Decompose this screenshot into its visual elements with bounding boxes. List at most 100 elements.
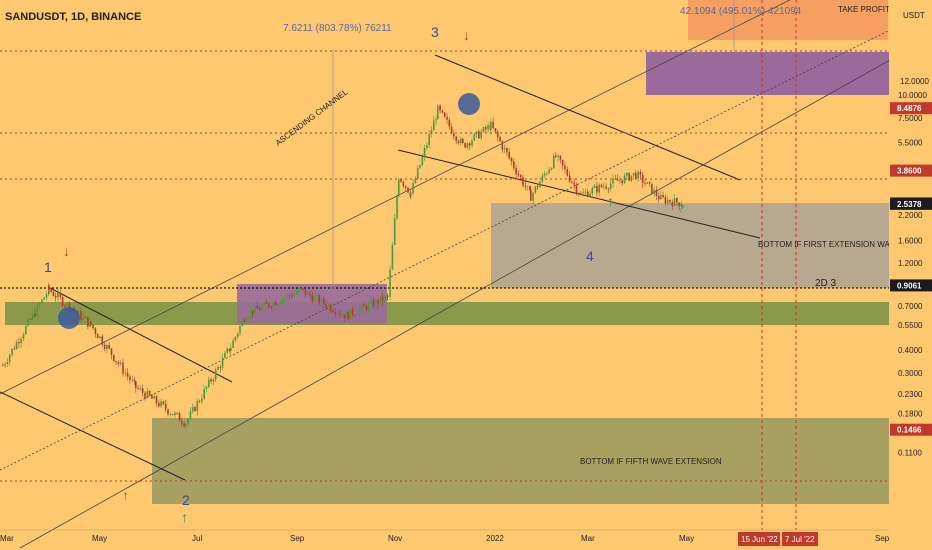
candle-body	[31, 313, 34, 320]
wedge-upper-line[interactable]	[434, 54, 741, 181]
candle-body	[453, 133, 455, 137]
candle-body	[680, 205, 683, 207]
candle-body	[501, 141, 504, 150]
candle-body	[543, 173, 546, 176]
price-badge-bg	[890, 102, 932, 115]
candle-body	[224, 352, 226, 358]
candle-body	[428, 134, 430, 145]
price-tick-label: 0.7000	[898, 302, 923, 311]
candle-body	[191, 406, 194, 412]
candle-body	[446, 116, 448, 120]
candle-body	[234, 336, 237, 341]
take-profit-zone	[688, 0, 888, 40]
price-badge[interactable]: 2.5378	[890, 197, 932, 210]
candle-body	[208, 379, 210, 387]
candle-body	[389, 269, 391, 297]
candle-body	[368, 303, 370, 311]
candle-body	[309, 292, 311, 296]
candle-body	[232, 340, 234, 348]
candle-body	[106, 345, 108, 349]
trendline-wave1[interactable]	[49, 287, 233, 383]
candle-body	[616, 178, 619, 181]
candle-body	[4, 364, 6, 366]
candle-body	[169, 414, 172, 416]
candle-body	[361, 304, 363, 309]
price-tick-label: 5.5000	[898, 139, 923, 148]
candle-body	[664, 197, 667, 204]
date-badge-label: 15 Jun '22	[741, 535, 778, 544]
candle-body	[607, 188, 610, 190]
candle-body	[52, 291, 55, 296]
candle-body	[221, 357, 224, 368]
candle-body	[478, 131, 480, 139]
candle-body	[662, 195, 664, 198]
candle-body	[155, 396, 158, 404]
candle-body	[539, 181, 541, 188]
price-tick-label: 1.2000	[898, 259, 923, 268]
candle-body	[396, 196, 398, 219]
candle-body	[609, 183, 612, 189]
price-badge[interactable]: 8.4876	[890, 102, 932, 115]
candle-body	[25, 325, 27, 335]
price-badge-label: 3.8600	[897, 167, 922, 176]
zone-2d3-label: 2D 3	[815, 278, 837, 289]
candle-body	[84, 317, 87, 318]
candle-body	[320, 298, 323, 304]
channel-upper-line[interactable]	[0, 0, 890, 395]
candle-body	[398, 179, 400, 197]
candle-body	[210, 379, 212, 382]
measure-label-top: 7.6211 (803.78%) 76211	[283, 23, 392, 34]
price-axis[interactable]: USDT 12.0000 10.0000 7.5000 5.5000 2.2000 1.6…	[889, 0, 932, 530]
time-tick-label: Sep	[290, 534, 305, 543]
wave-label-2: 2	[182, 492, 190, 508]
trendline-wave2[interactable]	[0, 391, 186, 481]
candle-body	[482, 126, 485, 132]
candle-body	[666, 199, 669, 204]
candle-body	[226, 348, 228, 353]
candle-body	[217, 367, 219, 370]
candle-body	[82, 317, 85, 321]
candle-body	[407, 187, 409, 193]
price-badge-label: 0.1466	[897, 426, 922, 435]
candle-body	[41, 299, 43, 304]
time-axis[interactable]: Mar May Jul Sep Nov 2022 Mar May Sep 15 Jun '22 7 …	[0, 529, 890, 546]
candle-body	[435, 119, 437, 121]
down-arrow-icon: ↓	[463, 27, 470, 43]
question-label: ?	[678, 203, 684, 215]
candle-body	[462, 138, 464, 144]
candle-body	[515, 168, 517, 175]
candlestick-series[interactable]	[2, 104, 683, 430]
date-badge-label: 7 Jul '22	[785, 535, 815, 544]
price-badge[interactable]: 0.9061	[890, 279, 932, 292]
candle-body	[245, 319, 247, 322]
candle-body	[205, 386, 208, 389]
candle-body	[174, 412, 176, 416]
price-badge[interactable]: 3.8600	[890, 164, 932, 177]
candle-body	[291, 295, 293, 297]
candle-body	[421, 156, 424, 166]
take-profit-label: TAKE PROFIT 2:	[838, 5, 899, 14]
candle-body	[546, 173, 548, 175]
candle-body	[566, 168, 569, 176]
candle-body	[532, 192, 534, 201]
channel-mid-line[interactable]	[0, 29, 891, 471]
candle-body	[203, 388, 205, 399]
candle-body	[379, 296, 382, 304]
candle-body	[300, 288, 302, 290]
channel-lower-line[interactable]	[19, 59, 891, 549]
candle-body	[673, 197, 676, 207]
candle-body	[480, 131, 482, 139]
candle-body	[596, 185, 598, 193]
candle-body	[272, 301, 275, 308]
candle-body	[101, 336, 104, 345]
date-badge[interactable]: 7 Jul '22	[782, 532, 818, 546]
time-tick-label: Mar	[581, 534, 595, 543]
price-badge[interactable]: 0.1466	[890, 423, 932, 436]
candle-body	[568, 175, 571, 182]
candle-body	[8, 354, 11, 362]
candle-body	[36, 304, 39, 317]
price-tick-label: 0.1800	[898, 409, 923, 418]
date-badge[interactable]: 15 Jun '22	[738, 532, 780, 546]
symbol-title: SANDUSDT, 1D, BINANCE	[5, 11, 141, 23]
